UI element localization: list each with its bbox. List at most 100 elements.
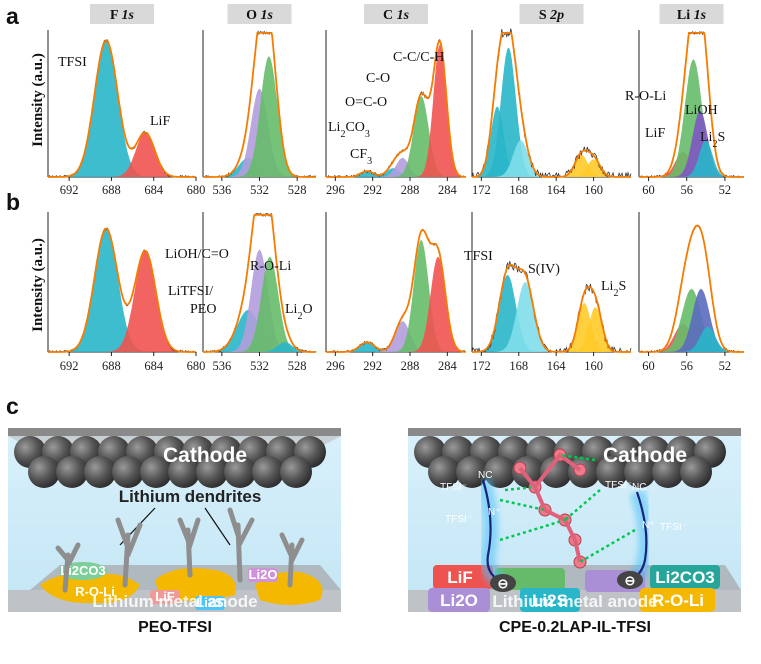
header-element: C [383, 8, 397, 23]
header-box [364, 4, 428, 24]
panel-letter-b: b [6, 189, 20, 215]
column-header: F 1s [110, 8, 135, 23]
minus-right: ⊖ [625, 573, 636, 588]
peak-4 [472, 159, 631, 177]
peak-2 [472, 140, 631, 177]
peak-0 [48, 228, 196, 352]
tick-label: 528 [288, 183, 307, 197]
annotation: O=C-O [345, 95, 387, 110]
tick-label: 288 [401, 183, 420, 197]
peak-3 [326, 256, 466, 352]
cathode-particle [428, 456, 460, 488]
fit-envelope [48, 39, 196, 178]
li2s-label: Li2S [196, 595, 224, 610]
tick-label: 60 [642, 359, 655, 373]
peak-r-o-li [639, 59, 744, 177]
annotation: Li2CO3 [328, 120, 370, 140]
fit-envelope [471, 32, 631, 178]
peak-lioh-c-o [203, 249, 316, 352]
cathode-particle [112, 456, 144, 488]
annotation: PEO [190, 302, 216, 317]
header-element: Li [677, 8, 694, 23]
tick-label: 168 [509, 183, 528, 197]
rol-block [640, 588, 715, 612]
annotation: Li2S [700, 130, 725, 150]
peak-1 [326, 321, 466, 352]
column-header: Li 1s [677, 8, 707, 23]
annotation: LiF [645, 126, 665, 141]
tick-label: 172 [472, 183, 491, 197]
chain-left [481, 479, 504, 584]
cathode-plate [408, 428, 741, 436]
tfsi-3: TFSI⁻ [605, 480, 632, 491]
peak-li2o [203, 342, 316, 352]
cathode-particle [456, 456, 488, 488]
y-axis-label-b: Intensity (a.u.) [30, 238, 46, 332]
tick-label: 536 [212, 359, 231, 373]
spectra-panels: 692 688 684 680 TFSI LiF 536 532 528 296 292 288 284… [47, 28, 745, 373]
arrow-2 [204, 507, 231, 546]
header-orbital: 1s [397, 8, 410, 23]
header-element: O [246, 8, 260, 23]
li2co3-label: Li2CO3 [655, 568, 715, 587]
spectrum-a-f-1s: 692 688 684 680 TFSI LiF [47, 30, 205, 197]
column-header: O 1s [246, 8, 273, 23]
peak-s-iv- [472, 282, 631, 352]
right-caption: CPE-0.2LAP-IL-TFSI [499, 619, 651, 636]
cathode-label: Cathode [163, 444, 247, 467]
tick-label: 172 [472, 359, 491, 373]
annotation: C-O [366, 71, 390, 86]
nplus-left: N⁺ [488, 507, 501, 518]
anode-label: Lithium metal anode [492, 592, 657, 611]
cathode-particle [84, 456, 116, 488]
left-caption: PEO-TFSI [138, 619, 212, 636]
peak-r-o-li [203, 256, 316, 352]
tick-label: 692 [60, 359, 79, 373]
tick-label: 292 [363, 183, 382, 197]
tick-label: 296 [326, 183, 345, 197]
nc-left: NC [478, 470, 492, 481]
peak-o-c-o [326, 157, 466, 177]
peak-li2s [472, 307, 631, 352]
peak-lif [48, 132, 196, 177]
spectrum-a-s-2p: 172 168 164 160 [471, 28, 632, 197]
schematic-right-cell: Cathode LiF Li2O Li2S Li2CO3 R-O-Li [408, 428, 741, 636]
tick-label: 56 [680, 359, 693, 373]
annotation: R-O-Li [250, 259, 291, 274]
tick-label: 52 [719, 183, 732, 197]
cathode-particle [224, 456, 256, 488]
tick-label: 160 [584, 359, 603, 373]
annotation: C-C/C-H [393, 50, 444, 65]
dendrites [55, 507, 305, 593]
tick-label: 292 [363, 359, 382, 373]
li2co3-block [650, 565, 720, 589]
peak-c-c-c-h [326, 44, 466, 178]
peak-0 [326, 342, 466, 352]
y-axis-label-a: Intensity (a.u.) [30, 53, 46, 147]
anode-label: Lithium metal anode [92, 592, 257, 611]
tick-label: 164 [547, 183, 567, 197]
minus-left: ⊖ [498, 576, 509, 591]
cathode-particle [484, 456, 516, 488]
li2s-blob [195, 596, 225, 610]
header-orbital: 1s [260, 8, 273, 23]
cathode-particle [196, 456, 228, 488]
peak-tfsi [472, 275, 631, 352]
peak-1 [472, 47, 631, 178]
fit-envelope [472, 263, 631, 353]
lif-block [433, 565, 493, 589]
panel-letter-a: a [6, 3, 19, 29]
header-box [227, 4, 292, 24]
spectrum-a-c-1s: 296 292 288 284 CF3 Li2CO3 O=C-O C-OC-C/C-H [325, 30, 467, 197]
cathode-label: Cathode [603, 444, 687, 467]
peak-1 [48, 251, 196, 352]
schematic-left-cell: Cathode Lithium dendrites Li2CO3 R-O-Li … [8, 428, 341, 636]
spectrum-b-s-2p: 172 168 164 160 TFSI S(IV) Li2S [464, 212, 632, 373]
li2co3-label: Li2CO3 [60, 563, 106, 578]
annotation: LiOH [685, 103, 718, 118]
li2o-block [428, 588, 490, 612]
spectrum-b-li-1s: 60 56 52 [638, 212, 745, 373]
peak-2 [639, 289, 744, 352]
tick-label: 168 [509, 359, 528, 373]
